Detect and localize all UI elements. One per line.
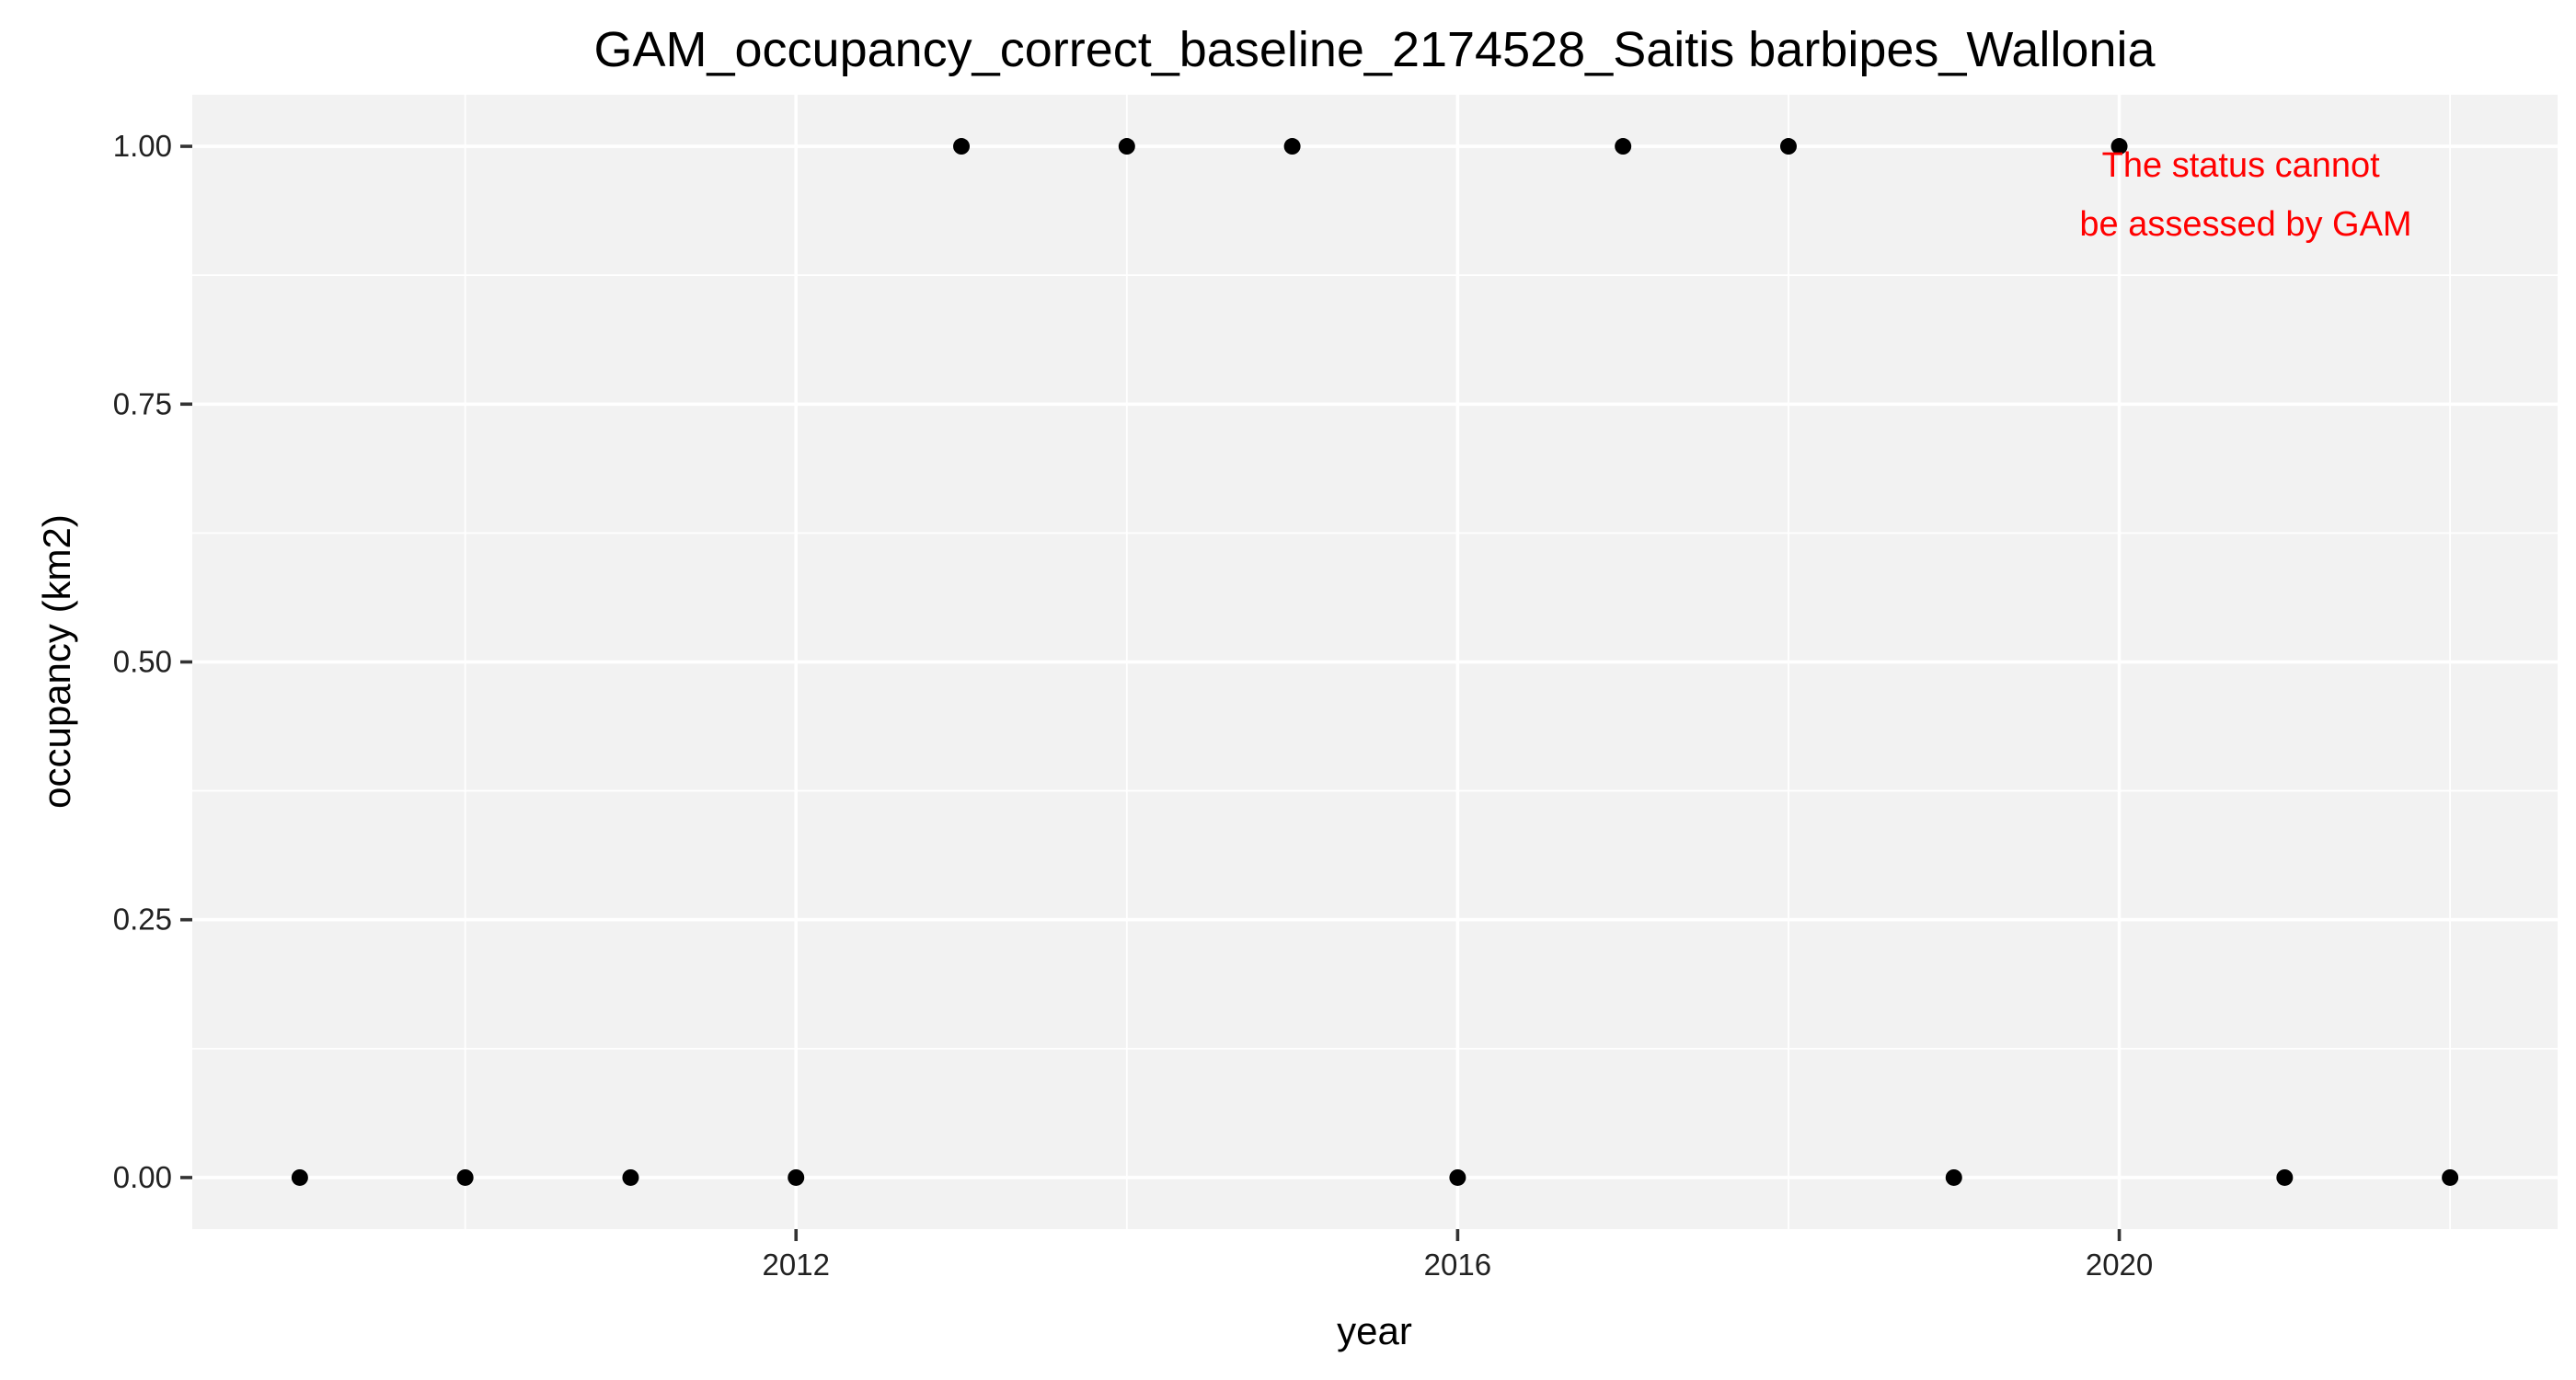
major-gridlines [192,95,2558,1229]
y-tick-label: 0.75 [113,386,172,420]
minor-gridlines [192,95,2558,1229]
y-tick-label: 0.25 [113,903,172,937]
data-point [1615,138,1632,155]
x-axis: 2012 2016 2020 [763,1229,2153,1282]
data-point [2110,138,2128,155]
data-point [1779,138,1797,155]
y-tick-label: 0.00 [113,1160,172,1194]
annotation-line-1: The status cannot [2102,146,2381,185]
chart-title: GAM_occupancy_correct_baseline_2174528_S… [593,22,2156,77]
data-point [788,1168,805,1186]
x-tick-label: 2016 [1424,1248,1491,1282]
data-point [456,1168,474,1186]
data-point [953,138,971,155]
y-axis: 0.00 0.25 0.50 0.75 1.00 [113,129,192,1194]
y-tick-label: 1.00 [113,129,172,163]
x-tick-label: 2012 [763,1248,830,1282]
data-point [1283,138,1301,155]
x-tick-label: 2020 [2086,1248,2153,1282]
y-axis-label: occupancy (km2) [35,514,78,809]
data-point [2276,1168,2294,1186]
data-point [622,1168,639,1186]
data-point [1449,1168,1466,1186]
y-tick-label: 0.50 [113,645,172,679]
annotation-text: The status cannot be assessed by GAM [2079,146,2411,244]
data-points [291,138,2459,1186]
x-axis-label: year [1337,1309,1412,1352]
data-point [1118,138,1135,155]
data-point [2442,1168,2459,1186]
annotation-line-2: be assessed by GAM [2079,205,2411,244]
data-point [1945,1168,1962,1186]
data-point [291,1168,308,1186]
